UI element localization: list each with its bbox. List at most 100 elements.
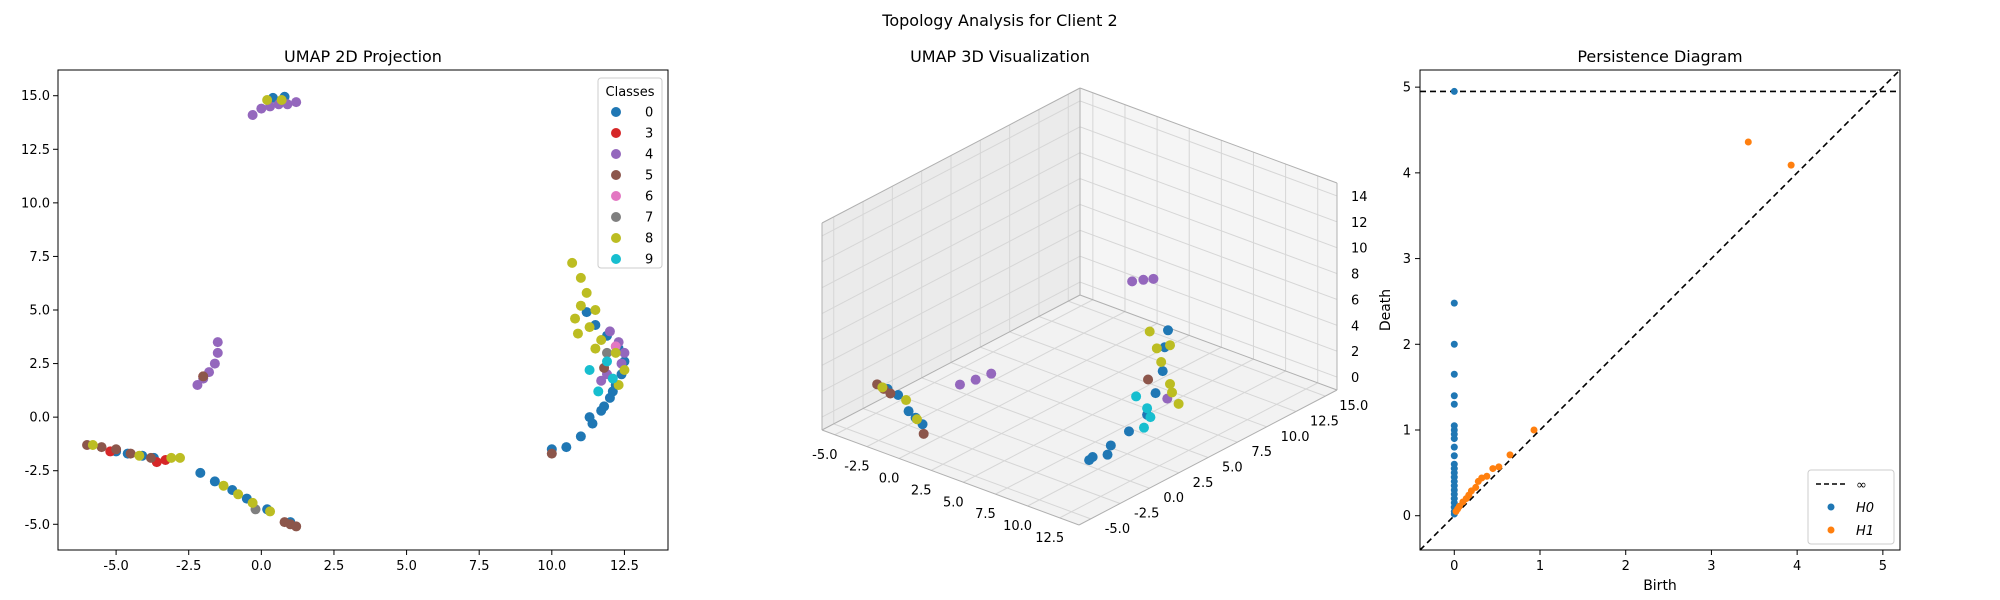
point-h1: [1506, 451, 1514, 459]
point-class-4: [1127, 276, 1138, 287]
legend-marker-7: [611, 212, 621, 222]
point-h0: [1450, 87, 1458, 95]
point-class-7: [602, 347, 612, 358]
point-class-0: [1102, 449, 1113, 460]
point-h1: [1474, 477, 1482, 485]
point-class-8: [218, 480, 229, 491]
x-tick-label: -2.5: [176, 559, 201, 574]
z-tick-label: 10: [1351, 242, 1368, 257]
y-axis-label: Death: [1378, 289, 1394, 331]
point-class-9: [607, 373, 618, 384]
point-class-8: [575, 272, 586, 283]
grid-line: [1079, 294, 1338, 391]
y-tick-label: 2.5: [29, 357, 50, 372]
y-tick-label: 0: [1403, 509, 1411, 524]
persistence-axes: [1419, 69, 1901, 551]
point-h0: [1450, 340, 1458, 348]
grid-line: [821, 429, 1080, 526]
legend-label-6: 6: [645, 190, 653, 205]
grid-line: [1079, 126, 1338, 223]
point-class-9: [1131, 391, 1142, 402]
point-class-0: [1163, 325, 1174, 336]
point-h0: [1450, 370, 1458, 378]
point-class-8: [1165, 379, 1176, 390]
grid-line: [921, 377, 1179, 474]
point-class-4: [986, 368, 997, 379]
y-tick-label: -2.5: [25, 464, 50, 479]
point-class-8: [901, 395, 912, 406]
point-class-4: [256, 103, 267, 114]
point-class-8: [247, 497, 258, 508]
y-tick-label: 5.0: [1222, 461, 1243, 476]
y-tick-label: 7.5: [1251, 445, 1272, 460]
grid-line: [1079, 178, 1338, 275]
point-class-5: [885, 388, 896, 399]
y-tick-label: -5.0: [1105, 522, 1130, 537]
x-tick-label: 4: [1793, 559, 1801, 574]
grid-line: [892, 392, 1150, 489]
umap-2d-panel: UMAP 2D Projection -5.0 -2.5 0.0 2.5 5.0 7.5 1…: [21, 47, 669, 574]
x-tick-label: 7.5: [975, 507, 996, 522]
point-class-0: [599, 401, 610, 412]
grid-line: [1079, 87, 1338, 184]
point-class-8: [596, 335, 607, 345]
point-h0: [1450, 435, 1458, 443]
point-class-0: [1105, 440, 1116, 451]
x-tick-label: 2: [1622, 559, 1630, 574]
point-class-8: [911, 414, 922, 425]
point-h1: [1744, 138, 1752, 146]
y-tick-label: 10.0: [21, 196, 50, 211]
point-class-9: [584, 365, 595, 375]
legend-h1-label: H1: [1856, 524, 1874, 539]
point-class-0: [1150, 388, 1161, 399]
y-tick-label: 3: [1403, 252, 1411, 267]
point-class-8: [1144, 326, 1155, 337]
point-class-8: [590, 305, 601, 315]
point-h0: [1450, 452, 1458, 460]
point-class-8: [175, 452, 185, 463]
point-class-0: [1157, 366, 1168, 377]
y-tick-label: 7.5: [29, 250, 50, 265]
point-class-5: [291, 521, 302, 532]
persistence-panel: Persistence Diagram 0 1 2 3 4 5 0 1 2 3 4 5 Birth D…: [1378, 47, 1901, 594]
grid-line: [821, 294, 1081, 431]
x-tick-label: 0: [1450, 559, 1458, 574]
legend-label-4: 4: [645, 148, 653, 163]
point-h0: [1450, 299, 1458, 307]
x-tick-label: 0.0: [251, 559, 272, 574]
point-class-5: [111, 444, 122, 455]
point-class-9: [1145, 412, 1156, 423]
grid-line: [833, 423, 1091, 520]
x-axis-label: Birth: [1643, 578, 1677, 594]
point-class-8: [265, 506, 276, 517]
point-class-8: [610, 347, 621, 358]
grid-line: [1079, 203, 1338, 300]
point-class-5: [1143, 374, 1154, 385]
legend-frame: [1807, 469, 1895, 545]
point-class-8: [166, 452, 177, 463]
y-tick-label: 5.0: [29, 304, 50, 319]
point-class-5: [125, 448, 136, 459]
legend-items: 0 3 4 5 6 7 8 9: [611, 106, 653, 268]
point-class-0: [575, 431, 586, 442]
legend-marker-0: [611, 107, 621, 117]
x-tick-label: 10.0: [1003, 519, 1032, 534]
y-tick-label: 0.0: [29, 411, 50, 426]
legend-label-5: 5: [645, 169, 653, 184]
grid-line: [821, 100, 1081, 237]
y-tick-label: 10.0: [1281, 430, 1310, 445]
point-class-9: [593, 386, 604, 397]
umap-2d-ticks: -5.0 -2.5 0.0 2.5 5.0 7.5 10.0 12.5 -5.0 -2.5 0.0 2…: [21, 89, 639, 574]
point-class-4: [247, 110, 258, 120]
persistence-legend: ∞ H0 H1: [1807, 469, 1895, 545]
point-class-8: [1156, 357, 1167, 368]
x-tick-label: 7.5: [469, 559, 490, 574]
point-class-8: [584, 322, 595, 333]
grid-line: [1078, 389, 1338, 526]
point-class-4: [619, 347, 630, 358]
point-class-0: [903, 406, 914, 417]
x-tick-label: 5: [1879, 559, 1887, 574]
point-class-5: [918, 428, 929, 439]
point-class-4: [291, 97, 302, 108]
x-tick-label: -2.5: [844, 460, 869, 475]
